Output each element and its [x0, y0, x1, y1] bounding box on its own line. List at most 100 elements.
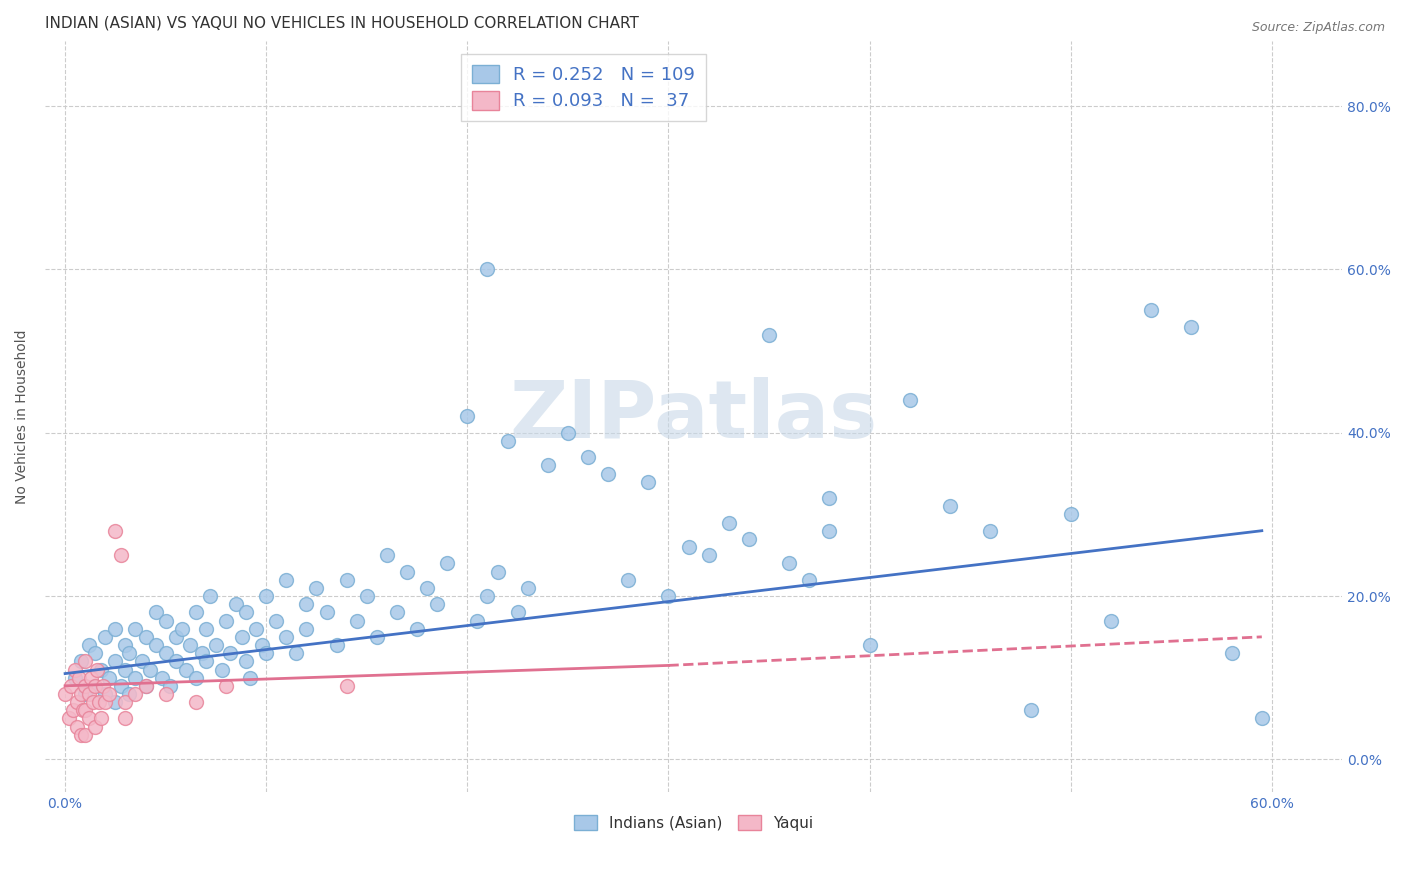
- Point: [104, 695, 127, 709]
- Point: [375, 548, 398, 562]
- Point: [717, 516, 740, 530]
- Point: [254, 646, 277, 660]
- Point: [295, 622, 318, 636]
- Point: [194, 622, 217, 636]
- Point: [898, 393, 921, 408]
- Point: [135, 630, 157, 644]
- Point: [697, 548, 720, 562]
- Point: [58, 711, 80, 725]
- Legend: Indians (Asian), Yaqui: Indians (Asian), Yaqui: [568, 809, 820, 837]
- Y-axis label: No Vehicles in Household: No Vehicles in Household: [15, 329, 30, 504]
- Point: [426, 597, 449, 611]
- Point: [60, 679, 83, 693]
- Point: [818, 491, 841, 505]
- Point: [506, 605, 529, 619]
- Point: [84, 679, 107, 693]
- Point: [124, 671, 146, 685]
- Point: [858, 638, 880, 652]
- Point: [170, 622, 193, 636]
- Point: [184, 671, 207, 685]
- Point: [346, 614, 368, 628]
- Point: [1180, 319, 1202, 334]
- Point: [63, 671, 86, 685]
- Point: [138, 663, 160, 677]
- Point: [82, 695, 104, 709]
- Point: [77, 687, 100, 701]
- Point: [477, 589, 499, 603]
- Point: [70, 728, 93, 742]
- Point: [165, 654, 187, 668]
- Point: [406, 622, 429, 636]
- Point: [94, 630, 117, 644]
- Point: [135, 679, 157, 693]
- Point: [84, 679, 107, 693]
- Point: [678, 540, 700, 554]
- Point: [939, 500, 962, 514]
- Point: [184, 695, 207, 709]
- Point: [276, 573, 298, 587]
- Point: [366, 630, 388, 644]
- Point: [80, 671, 103, 685]
- Point: [98, 671, 121, 685]
- Point: [477, 262, 499, 277]
- Point: [104, 524, 127, 538]
- Point: [70, 654, 93, 668]
- Point: [557, 425, 579, 440]
- Point: [537, 458, 560, 473]
- Point: [598, 467, 620, 481]
- Point: [155, 614, 177, 628]
- Point: [191, 646, 214, 660]
- Point: [758, 327, 780, 342]
- Point: [496, 434, 519, 448]
- Point: [89, 695, 111, 709]
- Point: [395, 565, 418, 579]
- Point: [231, 630, 253, 644]
- Point: [75, 654, 97, 668]
- Point: [184, 605, 207, 619]
- Point: [62, 703, 84, 717]
- Point: [336, 573, 359, 587]
- Point: [75, 703, 97, 717]
- Point: [159, 679, 181, 693]
- Point: [72, 703, 94, 717]
- Point: [516, 581, 538, 595]
- Point: [174, 663, 197, 677]
- Point: [70, 687, 93, 701]
- Point: [1099, 614, 1122, 628]
- Point: [91, 679, 114, 693]
- Text: ZIPatlas: ZIPatlas: [509, 377, 877, 456]
- Point: [118, 646, 141, 660]
- Point: [315, 605, 337, 619]
- Point: [215, 614, 238, 628]
- Point: [356, 589, 378, 603]
- Point: [818, 524, 841, 538]
- Point: [738, 532, 761, 546]
- Point: [66, 720, 89, 734]
- Point: [219, 646, 242, 660]
- Point: [90, 663, 112, 677]
- Point: [165, 630, 187, 644]
- Point: [53, 687, 76, 701]
- Point: [979, 524, 1001, 538]
- Point: [1250, 711, 1272, 725]
- Point: [77, 711, 100, 725]
- Point: [657, 589, 679, 603]
- Point: [235, 654, 257, 668]
- Point: [110, 679, 132, 693]
- Point: [77, 638, 100, 652]
- Point: [124, 622, 146, 636]
- Point: [194, 654, 217, 668]
- Point: [104, 622, 127, 636]
- Point: [179, 638, 201, 652]
- Point: [75, 728, 97, 742]
- Point: [416, 581, 439, 595]
- Point: [778, 557, 800, 571]
- Point: [198, 589, 221, 603]
- Point: [637, 475, 659, 489]
- Point: [276, 630, 298, 644]
- Point: [67, 671, 90, 685]
- Point: [295, 597, 318, 611]
- Point: [1060, 508, 1083, 522]
- Point: [94, 695, 117, 709]
- Point: [110, 548, 132, 562]
